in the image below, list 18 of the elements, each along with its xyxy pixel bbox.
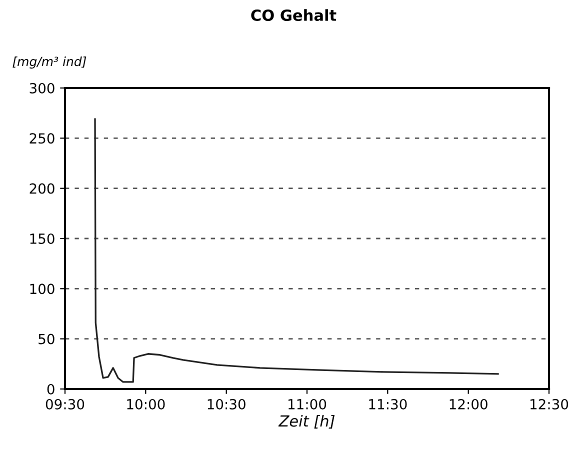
x-tick-label: 11:30 — [369, 398, 407, 410]
y-tick-label: 200 — [30, 183, 54, 194]
line-series — [94, 118, 499, 383]
x-tick-label: 09:30 — [46, 398, 84, 410]
chart-title: CO Gehalt — [251, 9, 336, 22]
x-axis-title: Zeit [h] — [278, 414, 335, 429]
y-tick-label: 50 — [38, 334, 54, 344]
x-tick-label: 12:00 — [450, 398, 488, 410]
y-tick-label: 0 — [47, 384, 54, 394]
y-tick-label: 150 — [30, 233, 54, 244]
y-axis-title: [mg/m³ ind] — [12, 56, 86, 69]
x-tick-label: 12:30 — [530, 398, 568, 410]
x-tick-label: 10:30 — [208, 398, 246, 410]
y-tick-label: 100 — [30, 284, 54, 294]
y-tick-label: 300 — [30, 82, 54, 94]
y-tick-label: 250 — [30, 133, 54, 144]
x-tick-label: 11:00 — [288, 398, 326, 410]
x-tick-label: 10:00 — [127, 398, 165, 410]
